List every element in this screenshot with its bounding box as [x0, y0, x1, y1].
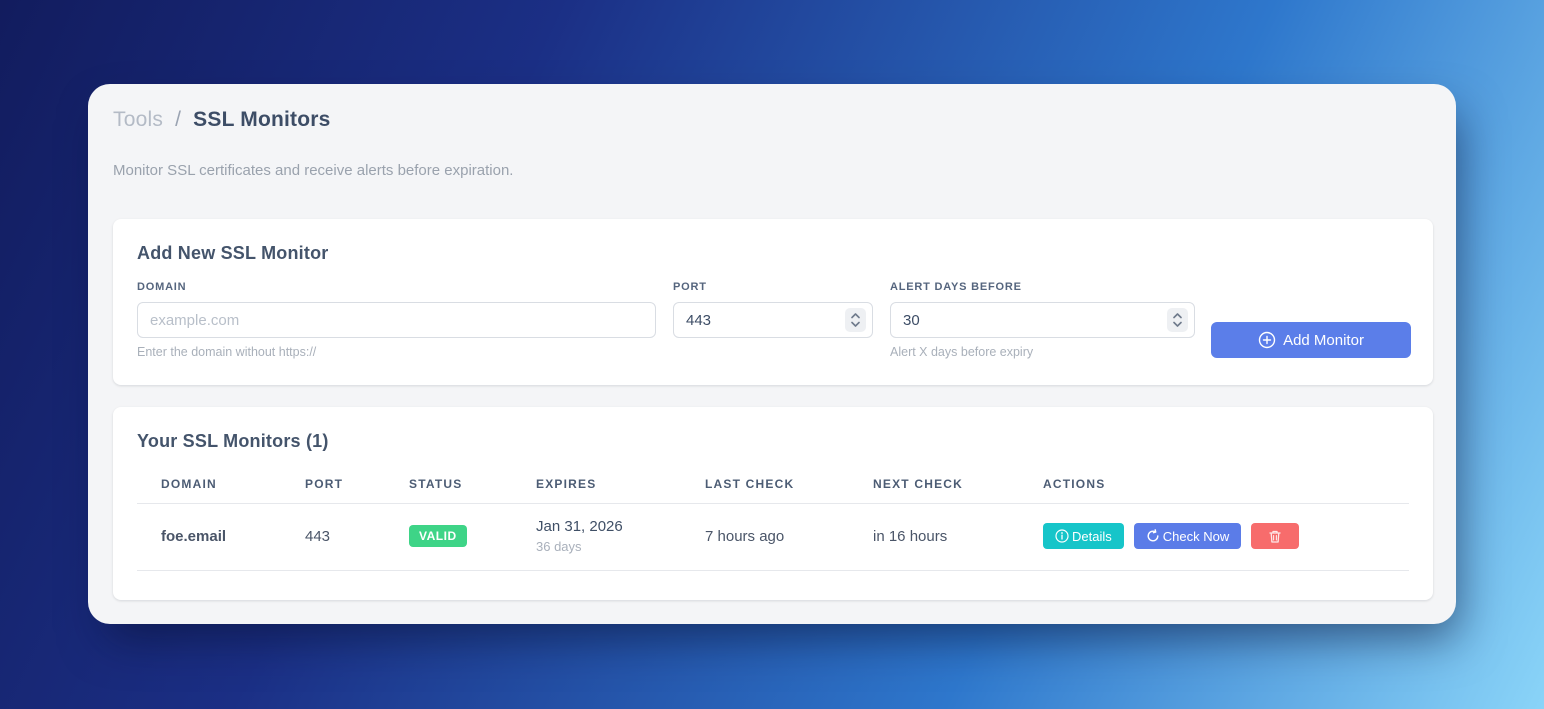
cell-port: 443 [281, 503, 385, 571]
breadcrumb: Tools / SSL Monitors [113, 108, 331, 132]
refresh-icon [1147, 529, 1159, 542]
add-monitor-card-title: Add New SSL Monitor [137, 243, 329, 263]
port-field-group: PORT [673, 281, 873, 338]
plus-circle-icon [1258, 331, 1276, 349]
cell-domain: foe.email [137, 503, 281, 571]
cell-expires: Jan 31, 2026 36 days [512, 503, 681, 571]
add-monitor-form: DOMAIN Enter the domain without https://… [137, 281, 1411, 359]
chevron-up-icon [1173, 313, 1182, 319]
chevron-down-icon [851, 321, 860, 327]
table-row: foe.email 443 VALID Jan 31, 2026 36 days… [137, 503, 1409, 571]
page-subtitle: Monitor SSL certificates and receive ale… [113, 162, 514, 179]
alert-days-label: ALERT DAYS BEFORE [890, 281, 1022, 293]
details-button[interactable]: Details [1043, 523, 1124, 549]
trash-icon [1269, 530, 1281, 543]
monitors-table-wrap: DOMAIN PORT STATUS EXPIRES LAST CHECK NE… [137, 467, 1409, 571]
cell-actions: Details Check Now [1019, 503, 1409, 571]
check-now-button[interactable]: Check Now [1133, 523, 1242, 549]
domain-label: DOMAIN [137, 281, 187, 293]
monitors-table: DOMAIN PORT STATUS EXPIRES LAST CHECK NE… [137, 467, 1409, 571]
chevron-down-icon [1173, 321, 1182, 327]
col-header-actions: ACTIONS [1019, 467, 1409, 504]
add-monitor-card: Add New SSL Monitor DOMAIN Enter the dom… [113, 219, 1433, 385]
domain-hint: Enter the domain without https:// [137, 345, 317, 359]
alert-days-input[interactable] [890, 302, 1195, 338]
add-monitor-button-label: Add Monitor [1283, 331, 1364, 349]
col-header-domain: DOMAIN [137, 467, 281, 504]
check-now-button-label: Check Now [1162, 528, 1230, 544]
alert-days-hint: Alert X days before expiry [890, 345, 1034, 359]
port-label: PORT [673, 281, 707, 293]
details-button-label: Details [1072, 528, 1112, 544]
col-header-status: STATUS [385, 467, 512, 504]
col-header-expires: EXPIRES [512, 467, 681, 504]
alert-days-stepper[interactable] [1167, 308, 1188, 332]
cell-status: VALID [385, 503, 512, 571]
cell-last-check: 7 hours ago [681, 503, 849, 571]
col-header-last-check: LAST CHECK [681, 467, 849, 504]
delete-button[interactable] [1251, 523, 1300, 549]
domain-field-group: DOMAIN Enter the domain without https:// [137, 281, 656, 359]
domain-input[interactable] [137, 302, 656, 338]
expires-days-remaining: 36 days [536, 539, 582, 554]
table-header-row: DOMAIN PORT STATUS EXPIRES LAST CHECK NE… [137, 467, 1409, 504]
info-circle-icon [1055, 529, 1069, 543]
breadcrumb-separator: / [175, 108, 182, 131]
expires-date: Jan 31, 2026 [536, 518, 623, 535]
col-header-port: PORT [281, 467, 385, 504]
col-header-next-check: NEXT CHECK [849, 467, 1019, 504]
port-stepper[interactable] [845, 308, 866, 332]
main-panel: Tools / SSL Monitors Monitor SSL certifi… [88, 84, 1456, 624]
monitors-card: Your SSL Monitors (1) DOMAIN PORT STATUS… [113, 407, 1433, 600]
alert-days-field-group: ALERT DAYS BEFORE Alert X days before ex… [890, 281, 1195, 359]
status-badge: VALID [409, 525, 467, 547]
breadcrumb-tools-link[interactable]: Tools [113, 108, 164, 131]
monitors-card-title: Your SSL Monitors (1) [137, 431, 329, 451]
add-monitor-button[interactable]: Add Monitor [1211, 322, 1411, 358]
port-input[interactable] [673, 302, 873, 338]
chevron-up-icon [851, 313, 860, 319]
page-title: SSL Monitors [193, 108, 331, 131]
cell-next-check: in 16 hours [849, 503, 1019, 571]
